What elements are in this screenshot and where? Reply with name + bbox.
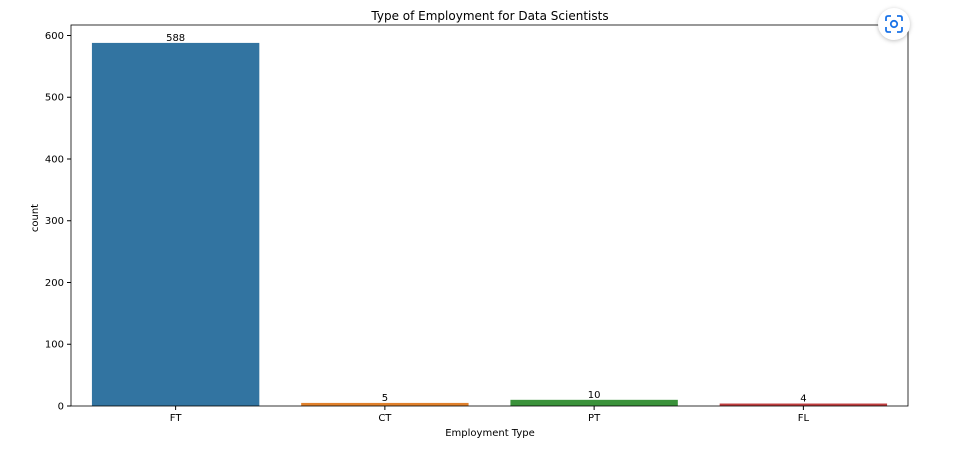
plot-frame: [70, 24, 909, 407]
x-tick-label-ft: FT: [170, 413, 183, 424]
chart-title: Type of Employment for Data Scientists: [370, 9, 608, 23]
x-tick-label-fl: FL: [798, 413, 810, 424]
x-axis-label: Employment Type: [445, 428, 535, 439]
plot-area: 588 FT 5 CT 10 PT 4 FL 0 100 200 300 400 500 600: [45, 24, 909, 424]
y-tick-label-0: 0: [58, 402, 64, 413]
y-axis-label: count: [30, 204, 41, 232]
y-tick-label-400: 400: [45, 154, 64, 165]
lens-scan-button[interactable]: [878, 8, 910, 40]
y-tick-label-300: 300: [45, 216, 64, 227]
bar-fl: [719, 403, 888, 406]
y-tick-label-600: 600: [45, 31, 64, 42]
x-tick-label-ct: CT: [378, 413, 392, 424]
bar-pt: [510, 399, 678, 406]
y-tick-label-500: 500: [45, 93, 64, 104]
bar-ft: [91, 42, 260, 406]
data-label-pt: 10: [588, 390, 601, 401]
x-tick-label-pt: PT: [588, 413, 601, 424]
y-tick-label-100: 100: [45, 340, 64, 351]
y-tick-label-200: 200: [45, 278, 64, 289]
lens-scan-icon: [885, 15, 903, 33]
data-label-ct: 5: [382, 393, 388, 404]
data-label-fl: 4: [800, 394, 806, 405]
bar-ct: [301, 402, 469, 406]
data-label-ft: 588: [166, 33, 185, 44]
